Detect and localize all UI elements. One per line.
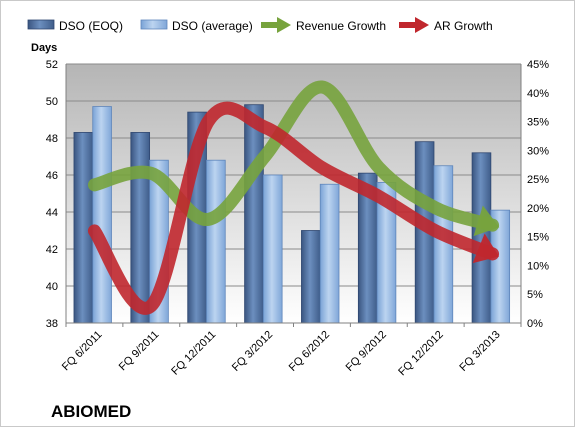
revenue-growth-arrowhead [473,205,500,237]
y-tick-label: 52 [46,59,58,71]
bar [262,174,283,324]
growth-lines [87,80,500,315]
y-tick-label: 50 [46,96,58,108]
bar [206,159,226,324]
y2-tick-label: 25% [527,174,549,186]
legend-label: Revenue Growth [296,19,386,33]
bar [471,152,492,324]
x-tick-label: FQ 3/2012 [230,329,275,374]
y-tick-label: 40 [46,281,58,293]
legend-label: DSO (EOQ) [59,19,123,33]
legend-swatch-arrow [415,17,429,33]
y-tick-label: 44 [46,207,58,219]
y2-tick-label: 0% [527,318,543,330]
y-tick-label: 48 [46,133,58,145]
y2-tick-label: 10% [527,260,549,272]
x-tick-label: FQ 12/2011 [169,329,218,378]
legend: DSO (EOQ) DSO (average) Revenue Growth AR G… [27,17,493,33]
ar-growth-arrowhead [472,233,500,264]
x-tick-label: FQ 6/2012 [287,329,332,374]
ar-growth-line [87,101,500,315]
x-tick-label: FQ 3/2013 [457,329,502,374]
x-tick-label: FQ 9/2012 [344,329,389,374]
y2-tick-label: 45% [527,59,549,71]
y2-tick-label: 35% [527,117,549,129]
x-tick-label: FQ 12/2012 [396,329,446,379]
legend-label: DSO (average) [172,19,253,33]
y2-tick-label: 15% [527,232,549,244]
bar [301,230,321,324]
y2-tick-label: 40% [527,88,549,100]
bar [92,106,112,324]
y-axis-title: Days [31,42,57,54]
x-tick-label: FQ 6/2011 [60,329,105,374]
legend-swatch [27,19,55,30]
legend-swatch-arrow [277,17,291,33]
y-tick-label: 46 [46,170,58,182]
y-tick-label: 42 [46,244,58,256]
legend-swatch [140,19,168,30]
company-label: ABIOMED [51,402,131,421]
y2-tick-label: 5% [527,289,543,301]
revenue-growth-line [87,80,500,232]
y-tick-label: 38 [46,318,58,330]
legend-label: AR Growth [434,19,493,33]
y2-tick-label: 30% [527,145,549,157]
bar [244,104,264,324]
bar [319,183,340,324]
x-tick-label: FQ 9/2011 [117,329,162,374]
y2-tick-label: 20% [527,203,549,215]
